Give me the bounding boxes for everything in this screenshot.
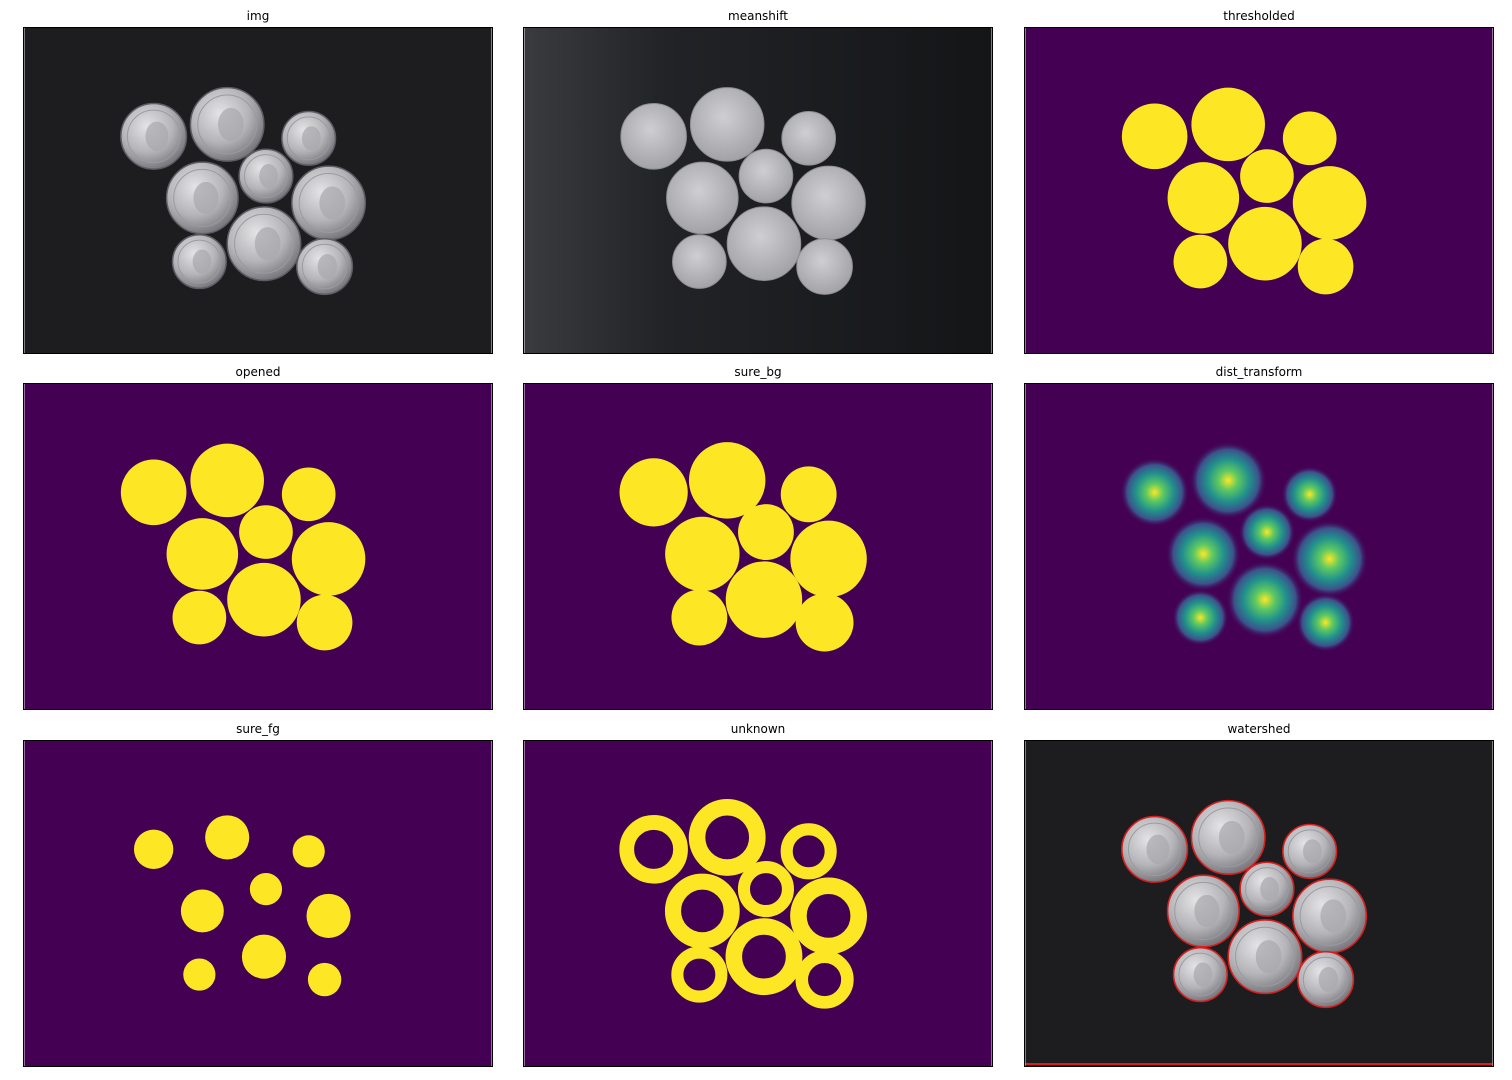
panel-title: meanshift: [728, 9, 788, 23]
coin: [726, 206, 802, 281]
coin-mask: [306, 893, 351, 938]
coin-mask: [292, 835, 325, 868]
panel-title: img: [246, 9, 270, 23]
unknown-ring: [619, 815, 688, 884]
distance-peak: [1290, 520, 1369, 598]
distance-peak: [1189, 441, 1267, 520]
coin-mask: [296, 594, 353, 651]
coin-mask: [738, 504, 794, 560]
panel-title: sure_bg: [734, 365, 782, 379]
coin-mask: [790, 520, 867, 598]
coin: [672, 234, 727, 289]
coins-photo: [23, 27, 493, 354]
coin: [738, 148, 794, 204]
distance-peak: [1281, 466, 1338, 523]
coin-mask: [239, 505, 293, 559]
coin-mask: [205, 815, 250, 860]
coin-mask: [665, 516, 740, 592]
coin-mask: [120, 459, 187, 526]
coin: [666, 161, 739, 235]
panel-meanshift: meanshift: [523, 9, 993, 354]
panel-sure-bg: sure_bg: [523, 365, 993, 710]
distance-peak: [1238, 503, 1296, 561]
unknown-ring: [737, 861, 794, 918]
coin-mask: [166, 518, 239, 590]
coin-mask: [671, 589, 728, 646]
panel-unknown: unknown: [523, 722, 993, 1067]
coin-mask: [795, 593, 854, 652]
distance-peak: [1296, 593, 1355, 652]
panel-title: dist_transform: [1215, 365, 1303, 379]
panel-thresholded: thresholded: [1024, 9, 1494, 354]
coin-mask: [619, 458, 688, 527]
dist-transform-map: [1024, 383, 1494, 710]
coin-mask: [183, 958, 216, 991]
coin-mask: [241, 934, 287, 979]
thresholded-mask: [1024, 27, 1494, 354]
coin-mask: [1228, 206, 1302, 281]
meanshift-image: [523, 27, 993, 354]
coin: [620, 103, 687, 170]
coin-mask: [1167, 162, 1240, 234]
panel-title: sure_fg: [236, 722, 280, 736]
panel-img: img: [23, 9, 493, 354]
panel-title: opened: [235, 365, 281, 379]
coin-mask: [1282, 111, 1337, 166]
unknown-ring: [688, 798, 766, 876]
coin-mask: [172, 590, 227, 645]
coin: [791, 165, 866, 241]
distance-peak: [1165, 516, 1241, 592]
distance-peak: [1226, 561, 1304, 639]
unknown-ring: [664, 873, 740, 949]
coin-mask: [1240, 149, 1294, 203]
unknown-region: [523, 740, 993, 1067]
coin-mask: [180, 889, 224, 933]
coin-mask: [1121, 103, 1188, 170]
panel-title: thresholded: [1223, 9, 1295, 23]
coin-mask: [688, 442, 766, 519]
distance-peak: [1172, 589, 1229, 646]
coin-mask: [1191, 87, 1265, 162]
panel-opened: opened: [23, 365, 493, 710]
coin-mask: [249, 872, 283, 906]
sure-bg-mask: [523, 383, 993, 710]
sure-fg-mask: [23, 740, 493, 1067]
coin-mask: [780, 466, 837, 523]
coin-mask: [725, 561, 803, 638]
unknown-ring: [790, 877, 867, 955]
coin-mask: [291, 522, 366, 596]
coin-mask: [133, 829, 174, 870]
coin-mask: [1292, 166, 1367, 240]
coin-mask: [227, 562, 301, 637]
watershed-result: [1024, 740, 1494, 1067]
unknown-ring: [725, 918, 803, 996]
coin: [689, 87, 765, 162]
unknown-ring: [780, 823, 837, 880]
panel-sure-fg: sure_fg: [23, 722, 493, 1067]
coin-group: [120, 86, 367, 296]
coin-mask: [307, 962, 342, 997]
coin: [796, 238, 853, 295]
coin-mask: [1173, 234, 1228, 289]
opened-mask: [23, 383, 493, 710]
unknown-ring: [795, 950, 854, 1009]
coin: [781, 110, 837, 166]
panel-title: unknown: [730, 722, 786, 736]
coin-mask: [190, 443, 264, 518]
coin-mask: [1297, 238, 1354, 295]
unknown-ring: [671, 946, 728, 1003]
panel-watershed: watershed: [1024, 722, 1494, 1067]
panel-dist-transform: dist_transform: [1024, 365, 1494, 710]
panel-title: watershed: [1227, 722, 1291, 736]
coin-mask: [281, 467, 336, 522]
distance-peak: [1120, 457, 1190, 527]
